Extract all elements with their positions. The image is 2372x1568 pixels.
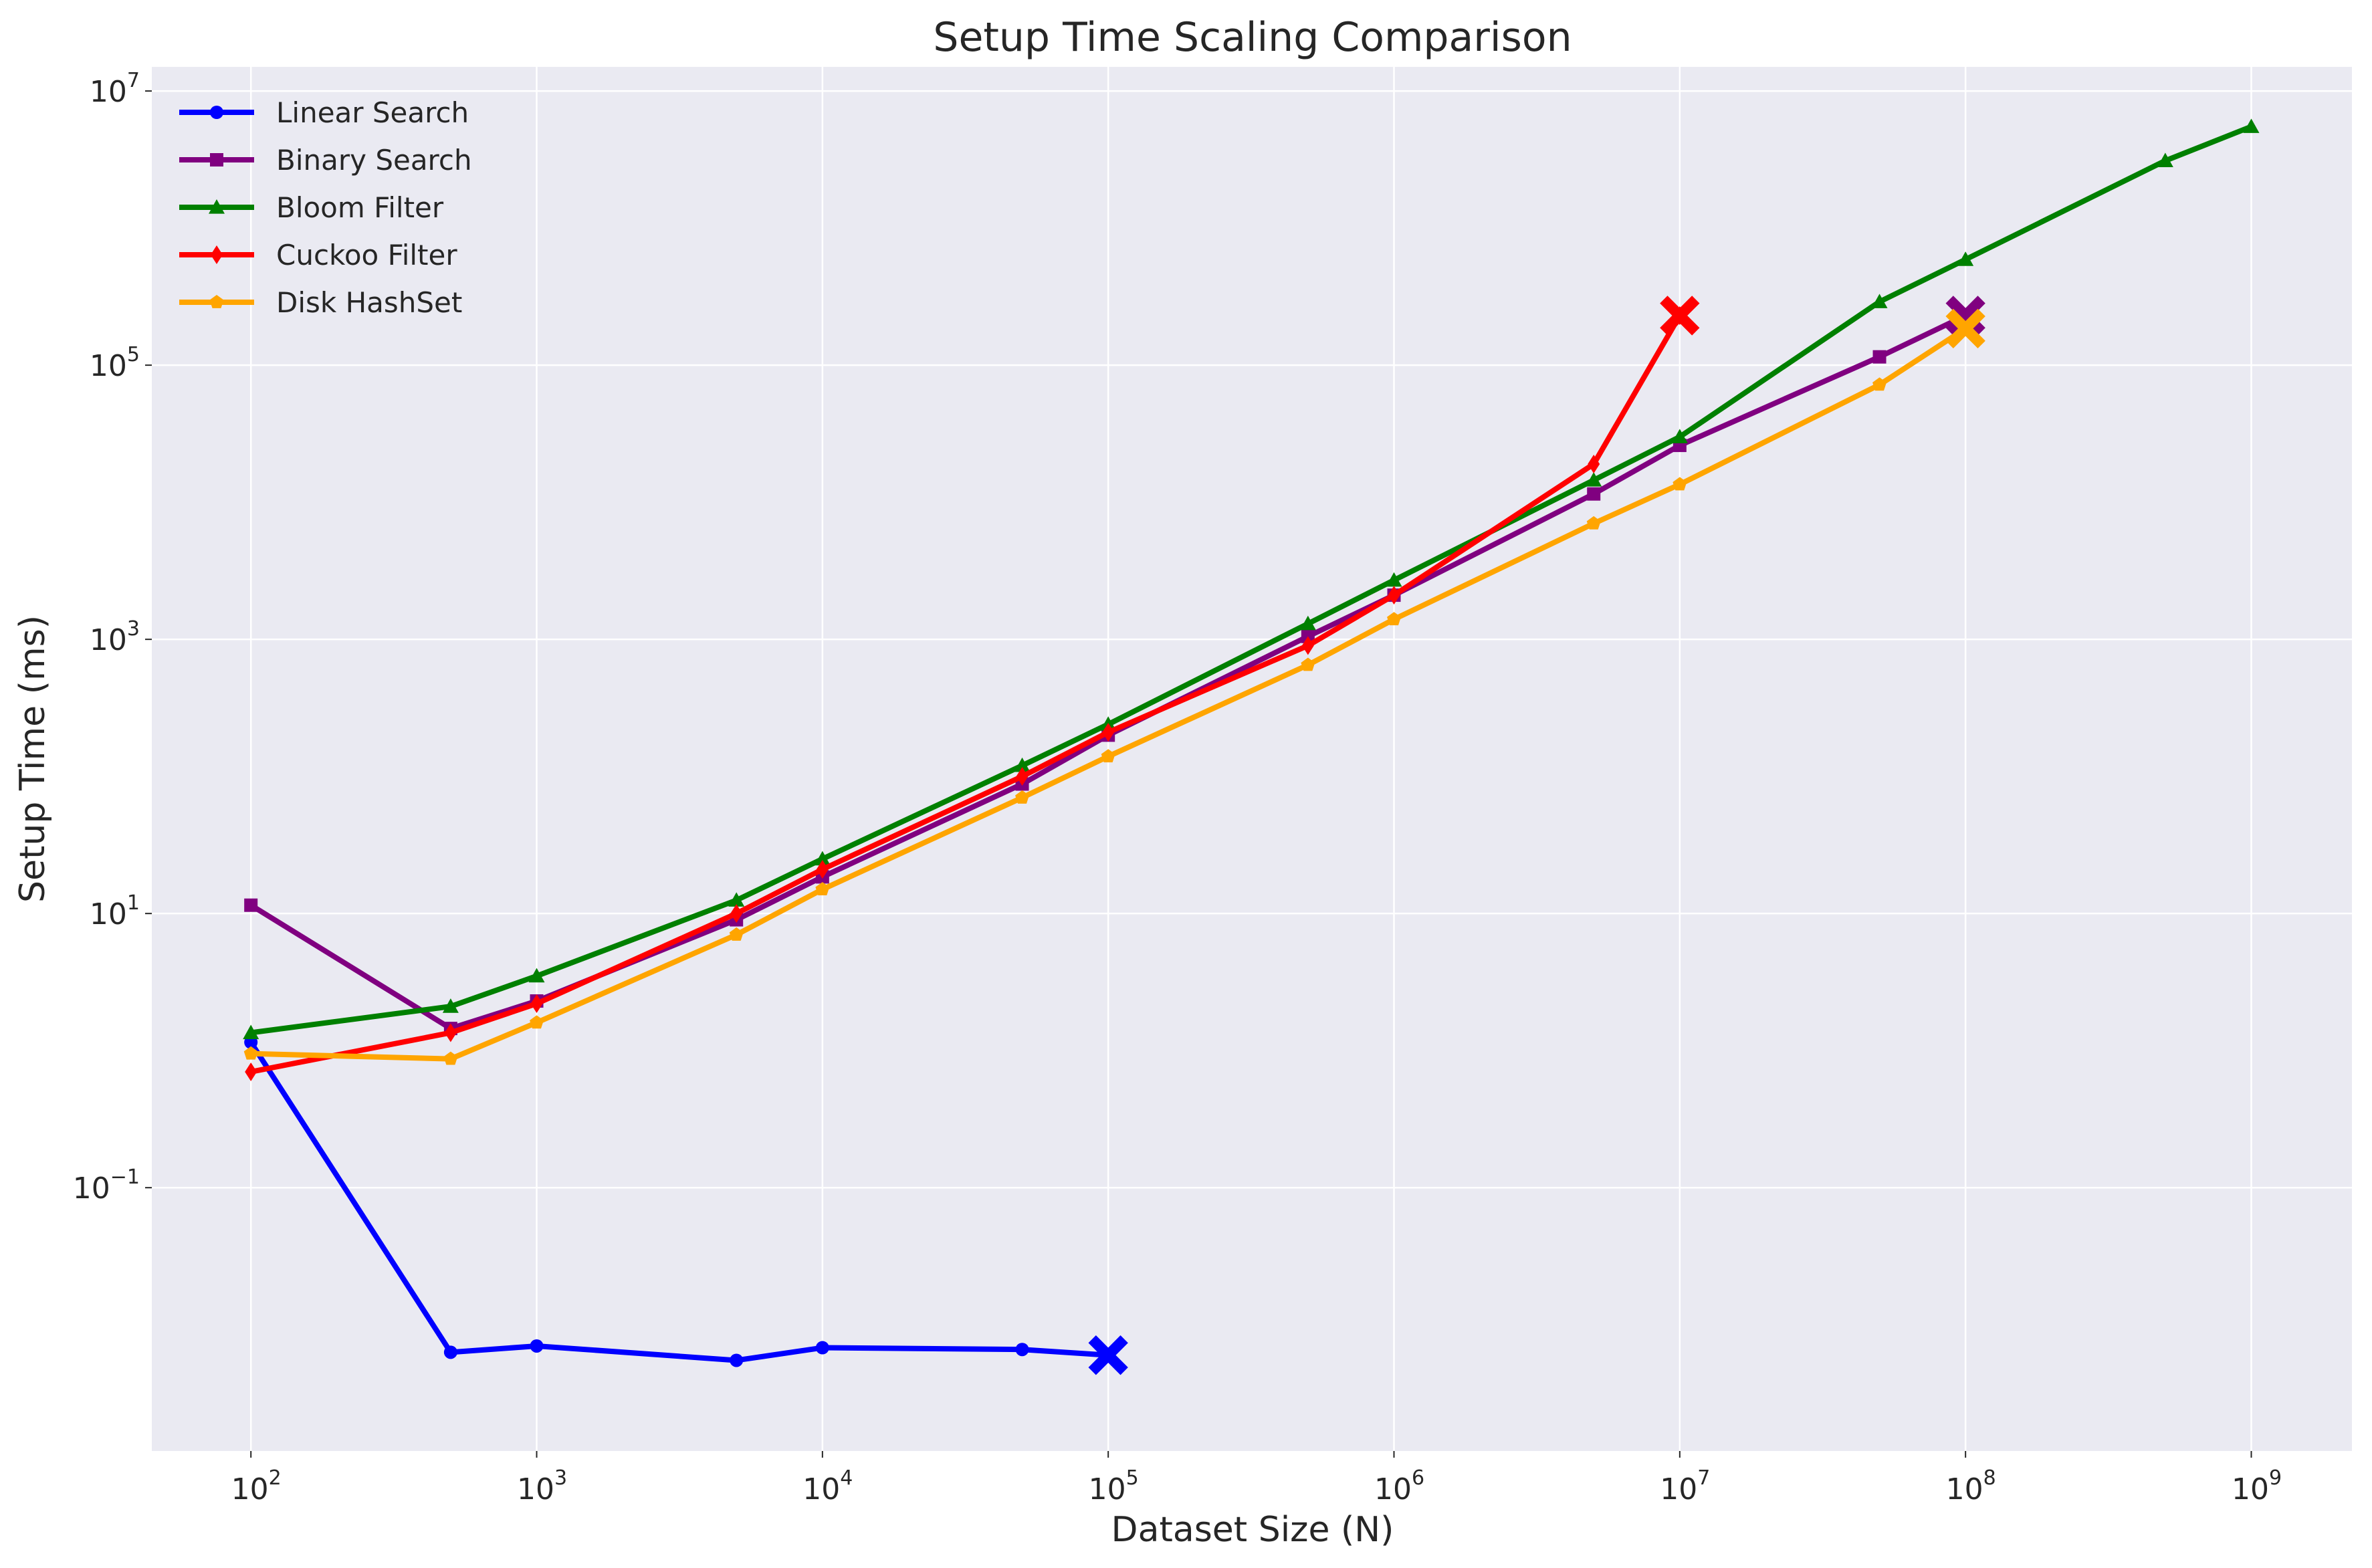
data-point-bloom-filter <box>1957 251 1974 266</box>
data-point-cuckoo-filter <box>1102 723 1115 742</box>
end-marker-binary-search <box>1945 296 1985 336</box>
y-axis-ticks: 10−1 101 103 105 107 <box>73 69 152 1206</box>
data-point-disk-hashset <box>1387 612 1401 626</box>
data-point-binary-search <box>244 898 258 912</box>
data-point-linear-search <box>443 1345 457 1359</box>
data-point-cuckoo-filter <box>1388 586 1400 605</box>
data-point-bloom-filter <box>243 1024 259 1040</box>
data-point-cuckoo-filter <box>530 994 543 1013</box>
data-point-bloom-filter <box>528 968 545 983</box>
data-point-disk-hashset <box>815 882 830 895</box>
legend-label: Cuckoo Filter <box>276 239 457 271</box>
data-point-bloom-filter <box>1586 472 1602 487</box>
data-point-binary-search <box>1587 487 1601 501</box>
data-point-cuckoo-filter <box>444 1023 457 1042</box>
legend: Linear Search Binary Search Bloom Filter Cu… <box>179 96 472 319</box>
x-axis-label: Dataset Size (N) <box>1111 1510 1394 1550</box>
legend-item-disk-hashset: Disk HashSet <box>179 286 462 319</box>
x-axis-ticks: 102 103 104 105 106 107 108 109 <box>231 1451 2282 1506</box>
data-point-linear-search <box>815 1341 829 1355</box>
y-tick-label: 105 <box>90 343 140 383</box>
series-disk-hashset <box>243 308 1985 1065</box>
series-bloom-filter <box>243 118 2260 1040</box>
data-point-cuckoo-filter <box>730 904 743 923</box>
legend-item-linear-search: Linear Search <box>179 96 469 129</box>
x-tick-label: 102 <box>231 1466 282 1506</box>
data-point-disk-hashset <box>1301 657 1315 671</box>
data-point-binary-search <box>1872 350 1886 364</box>
x-tick-label: 109 <box>2232 1466 2282 1506</box>
plot-area <box>152 67 2352 1451</box>
end-marker-linear-search <box>1088 1335 1128 1375</box>
data-point-disk-hashset <box>1673 477 1687 491</box>
legend-label: Linear Search <box>276 96 469 129</box>
x-tick-label: 106 <box>1374 1466 1424 1506</box>
legend-item-cuckoo-filter: Cuckoo Filter <box>179 239 457 271</box>
legend-item-bloom-filter: Bloom Filter <box>179 191 444 224</box>
x-tick-label: 105 <box>1089 1466 1139 1506</box>
data-point-disk-hashset <box>1586 516 1601 530</box>
data-point-bloom-filter <box>1014 757 1031 772</box>
y-tick-label: 103 <box>90 617 140 657</box>
y-axis-label: Setup Time (ms) <box>13 615 53 903</box>
x-tick-label: 108 <box>1946 1466 1996 1506</box>
data-point-cuckoo-filter <box>816 860 829 879</box>
data-point-linear-search <box>530 1339 544 1353</box>
data-point-disk-hashset <box>530 1015 544 1029</box>
data-point-disk-hashset <box>729 927 744 941</box>
legend-marker <box>209 199 225 214</box>
data-point-disk-hashset <box>1872 377 1886 391</box>
data-point-bloom-filter <box>814 851 831 866</box>
chart-title: Setup Time Scaling Comparison <box>933 14 1572 61</box>
data-point-cuckoo-filter <box>1301 636 1314 655</box>
data-point-bloom-filter <box>1871 294 1888 308</box>
legend-label: Disk HashSet <box>276 286 462 319</box>
end-marker-cuckoo-filter <box>1660 296 1700 336</box>
x-tick-label: 104 <box>802 1466 853 1506</box>
legend-marker <box>211 245 223 264</box>
legend-label: Bloom Filter <box>276 191 444 224</box>
data-point-bloom-filter <box>728 892 745 907</box>
data-point-bloom-filter <box>1386 572 1402 587</box>
data-point-linear-search <box>1015 1343 1029 1357</box>
x-tick-label: 103 <box>517 1466 567 1506</box>
y-tick-label: 10−1 <box>73 1165 140 1206</box>
end-marker-disk-hashset <box>1945 308 1985 349</box>
data-point-bloom-filter <box>442 998 459 1013</box>
data-point-bloom-filter <box>1299 615 1316 631</box>
data-point-linear-search <box>730 1353 744 1367</box>
legend-marker <box>210 106 223 119</box>
data-point-cuckoo-filter <box>1588 454 1600 473</box>
legend-item-binary-search: Binary Search <box>179 144 472 177</box>
legend-label: Binary Search <box>276 144 472 177</box>
data-point-bloom-filter <box>2243 118 2260 133</box>
data-point-disk-hashset <box>243 1046 258 1060</box>
data-point-bloom-filter <box>1671 429 1688 443</box>
legend-marker <box>209 295 224 308</box>
series-layer <box>243 118 2260 1375</box>
data-point-cuckoo-filter <box>245 1062 257 1081</box>
y-tick-label: 107 <box>90 69 140 109</box>
data-point-disk-hashset <box>1101 749 1115 763</box>
data-point-cuckoo-filter <box>1016 767 1029 786</box>
grid <box>152 67 2352 1451</box>
data-point-disk-hashset <box>1015 790 1030 804</box>
y-tick-label: 101 <box>90 891 140 931</box>
data-point-disk-hashset <box>443 1051 458 1065</box>
x-tick-label: 107 <box>1660 1466 1710 1506</box>
legend-marker <box>210 153 223 166</box>
data-point-bloom-filter <box>2157 152 2173 167</box>
series-cuckoo-filter <box>245 296 1700 1081</box>
